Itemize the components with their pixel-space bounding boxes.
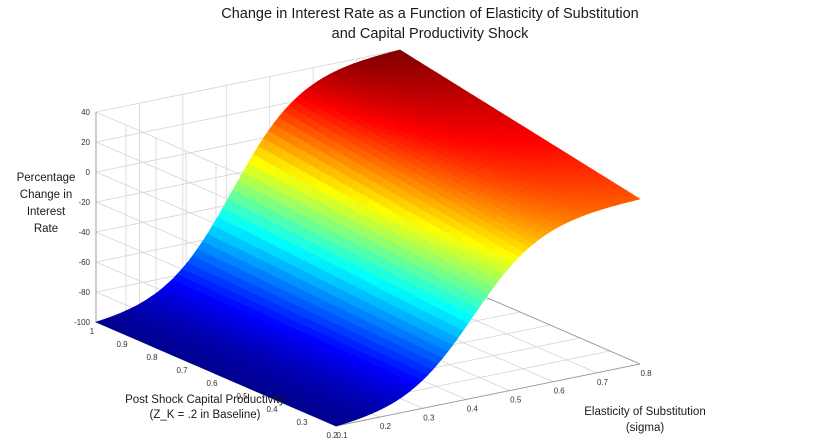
- y-tick-label: 0.2: [326, 431, 338, 440]
- x-tick-label: 0.6: [554, 387, 566, 396]
- z-tick-label: -40: [78, 228, 90, 237]
- x-tick-label: 0.8: [640, 369, 652, 378]
- z-axis-label: Percentage Change in Interest Rate: [0, 170, 92, 238]
- gridline-z-back: [95, 49, 401, 113]
- y-tick-label: 0.3: [296, 418, 308, 427]
- z-tick-label: 20: [81, 138, 90, 147]
- x-axis-line: [335, 363, 641, 427]
- y-tick-label: 0.7: [176, 366, 188, 375]
- z-tick-label: 0: [86, 168, 91, 177]
- x-tick-label: 0.3: [423, 413, 435, 422]
- y-tick-label: 0.8: [146, 353, 158, 362]
- z-tick-label: -100: [74, 318, 91, 327]
- y-tick-label: 0.6: [206, 379, 218, 388]
- z-axis-label-line-4: Rate: [33, 223, 59, 235]
- x-tick-label: 0.2: [380, 422, 392, 431]
- z-axis-label-line-3: Interest: [26, 206, 66, 218]
- z-axis-label-line-2: Change in: [19, 189, 73, 201]
- x-tick-label: 0.1: [336, 431, 348, 440]
- z-axis-label-line-1: Percentage: [16, 172, 76, 184]
- y-axis-label: Post Shock Capital Productivity (Z_K = .…: [100, 393, 310, 423]
- y-axis-label-line-1: Post Shock Capital Productivity: [125, 394, 285, 406]
- surface: [95, 49, 641, 427]
- chart-title-line-2: and Capital Productivity Shock: [331, 26, 529, 42]
- x-axis-label-line-1: Elasticity of Substitution: [584, 406, 706, 418]
- y-axis-label-line-2: (Z_K = .2 in Baseline): [149, 409, 261, 421]
- z-tick-label: 40: [81, 108, 90, 117]
- x-axis-label: Elasticity of Substitution (sigma): [560, 404, 730, 436]
- z-tick-label: -20: [78, 198, 90, 207]
- y-tick-label: 0.5: [236, 392, 248, 401]
- y-tick-label: 1: [90, 327, 95, 336]
- z-tick-label: -80: [78, 288, 90, 297]
- y-tick-label: 0.9: [116, 340, 128, 349]
- surface-patch: [328, 421, 342, 427]
- y-tick-label: 0.4: [266, 405, 278, 414]
- x-axis-label-line-2: (sigma): [625, 422, 665, 434]
- x-tick-label: 0.5: [510, 396, 522, 405]
- x-tick-label: 0.7: [597, 378, 609, 387]
- z-tick-label: -60: [78, 258, 90, 267]
- chart-title-line-1: Change in Interest Rate as a Function of…: [221, 6, 639, 22]
- x-tick-label: 0.4: [467, 404, 479, 413]
